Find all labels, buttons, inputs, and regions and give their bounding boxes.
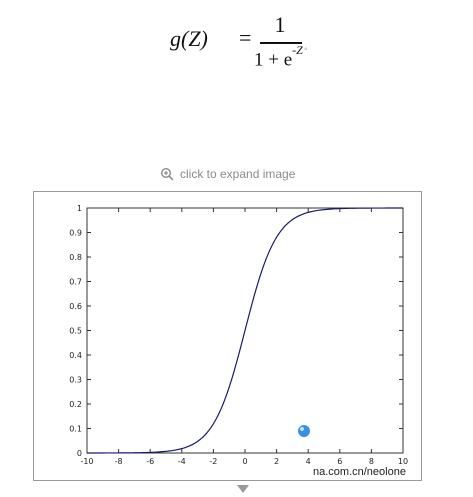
y-tick-label: 0.9 <box>69 229 82 238</box>
y-tick-label: 0.6 <box>69 302 82 311</box>
formula-numerator: 1 <box>274 12 286 37</box>
formula-exponent: -Z <box>292 43 303 57</box>
x-tick-label: 6 <box>337 457 342 466</box>
formula-denominator-base: 1 + e <box>254 49 293 71</box>
formula-lhs: g(Z) <box>170 26 208 51</box>
figure-frame[interactable]: -10 -8 -6 -4 -2 0 2 4 6 8 10 0 0.1 0.2 0.3 0.4 0.5 0.6 0.7… <box>33 191 422 481</box>
sigmoid-formula: g(Z) = 1 1 + e-Z ◦ <box>168 12 318 72</box>
y-tick-label: 1 <box>77 204 82 213</box>
y-tick-label: 0.8 <box>69 253 82 262</box>
y-tick-label: 0.1 <box>69 425 82 434</box>
x-tick-label: -4 <box>178 457 186 466</box>
watermark-text: na.com.cn/neolone <box>311 466 408 478</box>
sigmoid-chart: -10 -8 -6 -4 -2 0 2 4 6 8 10 0 0.1 0.2 0.3 0.4 0.5 0.6 0.7… <box>69 204 408 466</box>
y-tick-label: 0.2 <box>69 400 82 409</box>
formula-equals: = <box>239 25 252 50</box>
y-tick-label: 0 <box>77 449 82 458</box>
x-tick-label: -2 <box>209 457 217 466</box>
x-tick-label: -8 <box>115 457 123 466</box>
expand-image-label: click to expand image <box>180 167 296 181</box>
chevron-down-icon[interactable] <box>236 484 250 494</box>
x-tick-label: 10 <box>398 457 408 466</box>
x-tick-label: 2 <box>274 457 279 466</box>
expand-image-link[interactable]: click to expand image <box>160 164 295 184</box>
y-tick-label: 0.3 <box>69 376 82 385</box>
y-tick-label: 0.4 <box>69 351 82 360</box>
x-tick-label: 0 <box>242 457 247 466</box>
fraction-bar <box>260 42 302 44</box>
x-tick-label: 8 <box>369 457 374 466</box>
formula-trailing-mark: ◦ <box>304 44 308 55</box>
x-tick-label: -10 <box>80 457 93 466</box>
formula-denominator: 1 + e-Z <box>254 43 303 71</box>
blue-marker-dot <box>298 425 310 437</box>
sigmoid-curve-line <box>87 207 403 454</box>
y-tick-label: 0.5 <box>69 327 82 336</box>
x-tick-label: 4 <box>306 457 311 466</box>
x-tick-label: -6 <box>146 457 154 466</box>
zoom-in-icon <box>160 167 174 181</box>
y-tick-label: 0.7 <box>69 278 82 287</box>
